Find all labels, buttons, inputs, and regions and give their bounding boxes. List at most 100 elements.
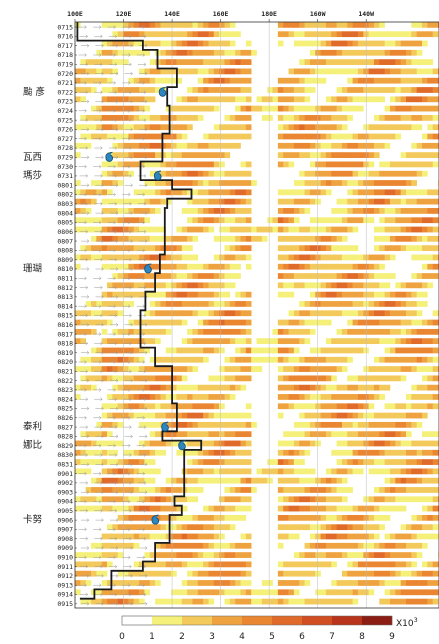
field-cell bbox=[272, 338, 279, 345]
field-cell bbox=[347, 208, 353, 214]
field-cell bbox=[176, 170, 183, 177]
field-cell bbox=[171, 505, 177, 512]
field-cell bbox=[165, 310, 172, 317]
field-cell bbox=[240, 366, 247, 372]
field-cell bbox=[181, 561, 188, 568]
field-cell bbox=[149, 31, 156, 38]
field-cell bbox=[357, 431, 364, 438]
field-cell bbox=[416, 403, 423, 410]
field-cell bbox=[320, 301, 327, 307]
field-cell bbox=[422, 514, 428, 521]
field-cell bbox=[75, 468, 81, 475]
field-cell bbox=[235, 459, 241, 465]
field-cell bbox=[427, 189, 433, 196]
field-cell bbox=[85, 366, 92, 372]
wind-vector bbox=[107, 53, 117, 57]
field-cell bbox=[341, 580, 348, 586]
field-cell bbox=[165, 533, 172, 540]
field-cell bbox=[315, 431, 321, 438]
field-cell bbox=[128, 226, 135, 233]
y-tick-label: 0823 bbox=[57, 386, 73, 394]
field-cell bbox=[139, 124, 145, 131]
field-cell bbox=[373, 542, 380, 549]
field-cell bbox=[427, 245, 433, 252]
y-tick-label: 0907 bbox=[57, 526, 73, 534]
field-cell bbox=[432, 68, 439, 75]
field-cell bbox=[171, 77, 177, 84]
field-cell bbox=[245, 347, 252, 354]
field-cell bbox=[357, 412, 364, 419]
field-cell bbox=[123, 514, 129, 521]
field-cell bbox=[293, 552, 300, 558]
field-cell bbox=[229, 570, 236, 577]
field-cell bbox=[309, 570, 316, 577]
field-cell bbox=[261, 347, 268, 354]
field-cell bbox=[149, 115, 156, 121]
field-cell bbox=[267, 338, 273, 345]
field-cell bbox=[432, 496, 439, 503]
field-cell bbox=[149, 198, 156, 205]
field-cell bbox=[117, 152, 124, 158]
wind-vector bbox=[78, 416, 87, 420]
field-cell bbox=[267, 105, 273, 112]
wind-vector bbox=[79, 118, 89, 122]
field-cell bbox=[283, 487, 289, 493]
wind-vector bbox=[107, 81, 117, 85]
field-cell bbox=[139, 142, 145, 149]
field-cell bbox=[336, 198, 343, 205]
field-cell bbox=[384, 301, 391, 307]
field-cell bbox=[293, 142, 300, 149]
field-cell bbox=[224, 412, 231, 419]
wind-vector bbox=[80, 350, 90, 355]
field-cell bbox=[320, 496, 327, 503]
field-cell bbox=[256, 356, 263, 363]
field-cell bbox=[181, 524, 188, 531]
field-cell bbox=[149, 77, 156, 84]
y-tick-label: 0901 bbox=[57, 470, 73, 478]
field-cell bbox=[165, 152, 172, 158]
field-cell bbox=[309, 403, 316, 410]
field-cell bbox=[299, 514, 305, 521]
field-cell bbox=[208, 440, 215, 447]
field-cell bbox=[389, 68, 396, 75]
field-cell bbox=[373, 133, 380, 140]
field-cell bbox=[272, 217, 279, 224]
field-cell bbox=[171, 570, 177, 577]
field-cell bbox=[176, 505, 183, 512]
field-cell bbox=[112, 338, 119, 345]
field-cell bbox=[160, 533, 167, 540]
field-cell bbox=[304, 301, 311, 307]
wind-vector bbox=[124, 406, 134, 411]
wind-vector bbox=[79, 34, 89, 39]
field-cell bbox=[160, 254, 167, 261]
field-cell bbox=[288, 356, 295, 363]
field-cell bbox=[149, 487, 156, 493]
field-cell bbox=[101, 487, 108, 493]
wind-vector bbox=[79, 369, 89, 374]
field-cell bbox=[309, 384, 316, 391]
wind-vector bbox=[123, 90, 132, 94]
field-cell bbox=[149, 152, 156, 158]
field-cell bbox=[176, 235, 183, 242]
field-cell bbox=[352, 40, 359, 47]
field-cell bbox=[395, 161, 401, 168]
field-cell bbox=[299, 524, 305, 531]
wind-vector bbox=[122, 276, 131, 281]
field-cell bbox=[213, 161, 220, 168]
field-cell bbox=[203, 87, 209, 93]
field-cell bbox=[213, 412, 220, 419]
field-cell bbox=[245, 59, 252, 65]
field-cell bbox=[149, 319, 156, 326]
field-cell bbox=[422, 226, 428, 233]
field-cell bbox=[277, 598, 284, 605]
field-cell bbox=[171, 552, 177, 558]
field-cell bbox=[293, 431, 300, 438]
field-cell bbox=[422, 105, 428, 112]
field-cell bbox=[309, 152, 316, 158]
field-cell bbox=[203, 514, 209, 521]
field-cell bbox=[187, 282, 193, 289]
field-cell bbox=[400, 356, 407, 363]
field-cell bbox=[187, 338, 193, 345]
field-cell bbox=[235, 87, 241, 93]
field-cell bbox=[373, 59, 380, 65]
